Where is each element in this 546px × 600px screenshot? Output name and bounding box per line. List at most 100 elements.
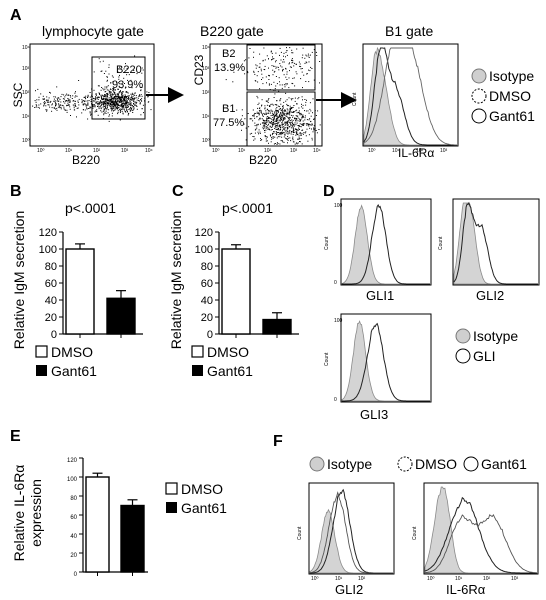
dot <box>281 111 283 113</box>
dot <box>118 86 120 88</box>
d-gli1-isotype-histogram <box>341 204 430 285</box>
dot <box>127 102 129 104</box>
dot <box>271 127 273 128</box>
dot <box>112 90 114 92</box>
a2-b2-gate <box>246 44 316 91</box>
dot <box>283 107 284 109</box>
a2-ylabel: CD23 <box>192 54 206 85</box>
dot <box>301 132 303 134</box>
dot <box>265 140 267 142</box>
dot <box>111 102 113 103</box>
dot <box>276 125 278 127</box>
dot <box>83 100 85 102</box>
dot <box>257 113 259 114</box>
dot <box>109 114 110 116</box>
dot <box>92 105 94 107</box>
dot <box>121 103 123 105</box>
dot <box>261 139 263 141</box>
dot <box>104 111 106 113</box>
dot <box>309 127 311 129</box>
dot <box>255 64 257 66</box>
dot <box>271 120 273 122</box>
dot <box>277 128 279 130</box>
y-tick-label: 100 <box>67 477 78 483</box>
dot <box>280 118 282 120</box>
a1-xtick: 10¹ <box>65 148 73 154</box>
d-gli2-ylabel: Count <box>438 236 444 250</box>
dot <box>101 103 102 105</box>
dot <box>101 87 103 88</box>
dot <box>285 127 287 129</box>
a3-plot: Count 10⁰ 10¹ 10² 10³ <box>352 43 459 154</box>
dot <box>280 132 282 134</box>
d-gli1-histogram <box>342 203 430 285</box>
dot <box>264 120 266 122</box>
dot <box>258 110 260 112</box>
dot <box>130 104 132 106</box>
dot <box>298 135 300 137</box>
dot <box>130 107 132 108</box>
dot <box>109 94 111 96</box>
dot <box>121 108 123 110</box>
dot <box>51 110 53 112</box>
dot <box>251 132 253 134</box>
dot <box>121 101 123 103</box>
dot <box>297 98 299 100</box>
dot <box>294 97 296 99</box>
dot <box>276 143 278 145</box>
dot <box>302 115 304 117</box>
dot <box>108 89 110 91</box>
dot <box>271 125 273 127</box>
dot <box>275 52 277 54</box>
dot <box>117 96 119 98</box>
dot <box>68 99 70 101</box>
dot <box>271 136 273 138</box>
y-tick-label: 0 <box>51 329 57 341</box>
dot <box>272 137 274 139</box>
dot <box>42 95 44 97</box>
dot <box>283 119 285 120</box>
dot <box>126 100 128 102</box>
dot <box>280 65 282 67</box>
dot <box>112 105 114 107</box>
dot <box>259 133 261 134</box>
dot <box>102 99 104 101</box>
dot <box>70 115 71 116</box>
dot <box>100 107 102 109</box>
dot <box>259 107 260 109</box>
dot <box>284 110 285 112</box>
dot <box>110 89 112 90</box>
dot <box>282 69 284 71</box>
dot <box>92 105 94 107</box>
dot <box>136 101 138 103</box>
dot <box>263 47 265 49</box>
dot <box>269 129 270 131</box>
dot <box>121 102 123 104</box>
f-xtick: 10⁰ <box>427 576 435 582</box>
dot <box>267 101 269 103</box>
dot <box>77 100 79 102</box>
dot <box>277 119 279 121</box>
dot <box>118 95 120 97</box>
dot <box>126 111 128 113</box>
dot <box>268 110 270 112</box>
dot <box>301 117 303 119</box>
dot <box>84 96 86 98</box>
dot <box>126 96 127 98</box>
dot <box>107 85 109 87</box>
dot <box>303 132 305 134</box>
dot <box>74 103 76 105</box>
dot <box>140 99 142 100</box>
dot <box>57 99 58 101</box>
dot <box>82 103 84 105</box>
dot <box>106 89 108 91</box>
dot <box>147 96 149 97</box>
dot <box>93 98 95 100</box>
dot <box>281 109 282 111</box>
dot <box>95 94 97 96</box>
dot <box>66 105 68 107</box>
dot <box>57 106 59 108</box>
dot <box>138 95 140 97</box>
dot <box>282 113 284 115</box>
dot <box>274 104 276 106</box>
